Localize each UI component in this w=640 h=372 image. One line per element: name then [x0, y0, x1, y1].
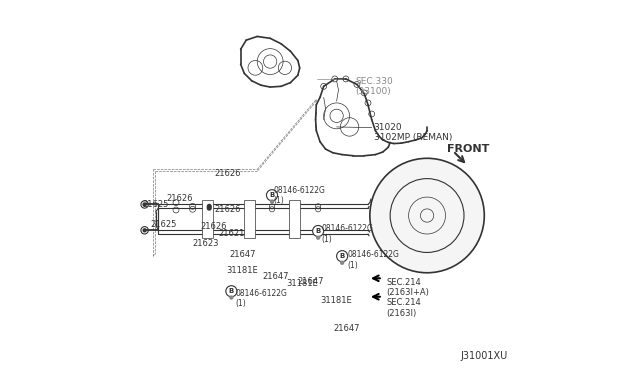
Circle shape — [370, 158, 484, 273]
Circle shape — [271, 200, 273, 203]
Text: 21621: 21621 — [218, 230, 245, 238]
Text: SEC.214
(2163I+A): SEC.214 (2163I+A) — [387, 278, 429, 297]
Text: 31181E: 31181E — [320, 296, 352, 305]
Text: 21647: 21647 — [263, 272, 289, 281]
Circle shape — [207, 206, 211, 210]
Circle shape — [230, 296, 233, 299]
Text: 21625: 21625 — [150, 220, 177, 229]
Text: SEC.330
(33100): SEC.330 (33100) — [355, 77, 393, 96]
Circle shape — [337, 251, 348, 262]
Circle shape — [312, 225, 324, 237]
Circle shape — [143, 203, 146, 206]
Text: 21647: 21647 — [333, 324, 360, 333]
Text: 21626: 21626 — [200, 222, 227, 231]
Bar — [202, 200, 213, 238]
Text: 31181E: 31181E — [287, 279, 319, 288]
Circle shape — [143, 229, 146, 232]
Text: FRONT: FRONT — [447, 144, 490, 154]
Text: B: B — [340, 253, 345, 259]
Circle shape — [226, 286, 237, 297]
Circle shape — [340, 261, 344, 264]
Text: 08146-6122G
(1): 08146-6122G (1) — [235, 289, 287, 308]
Text: 21625: 21625 — [143, 200, 169, 209]
Circle shape — [207, 205, 211, 208]
Text: 08146-6122G
(1): 08146-6122G (1) — [348, 250, 399, 270]
Text: J31001XU: J31001XU — [460, 351, 508, 361]
Text: B: B — [269, 192, 275, 198]
Text: 21626: 21626 — [167, 195, 193, 203]
Text: B: B — [228, 288, 234, 294]
Text: 21647: 21647 — [230, 250, 256, 259]
Bar — [244, 200, 255, 238]
Text: 31181E: 31181E — [226, 266, 257, 275]
Circle shape — [317, 236, 319, 239]
Bar — [289, 200, 300, 238]
Text: 21626: 21626 — [215, 205, 241, 215]
Text: 21647: 21647 — [298, 278, 324, 286]
Text: B: B — [316, 228, 321, 234]
Text: 08146-6122G
(1): 08146-6122G (1) — [322, 224, 374, 244]
Text: 21626: 21626 — [215, 169, 241, 177]
Text: 31020
3102MP (REMAN): 31020 3102MP (REMAN) — [374, 123, 452, 142]
Text: 08146-6122G
(1): 08146-6122G (1) — [274, 186, 326, 205]
Text: 21623: 21623 — [193, 239, 219, 248]
Circle shape — [266, 190, 278, 201]
Text: SEC.214
(2163I): SEC.214 (2163I) — [387, 298, 421, 318]
